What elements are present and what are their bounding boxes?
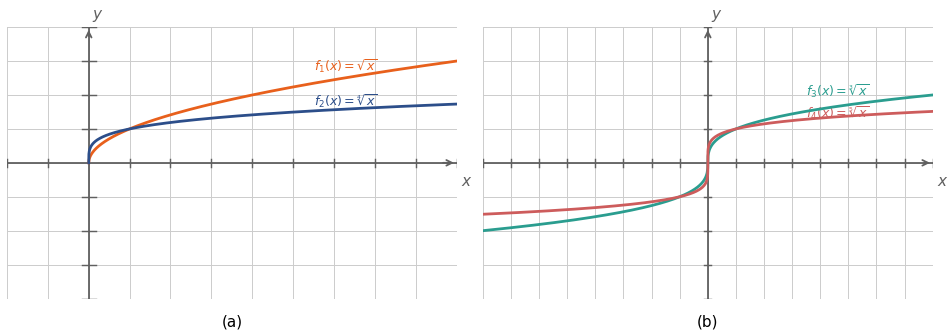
Text: y: y	[711, 7, 721, 22]
Text: x: x	[937, 174, 946, 189]
Text: $f_4(x) = \sqrt[5]{x}$: $f_4(x) = \sqrt[5]{x}$	[806, 104, 869, 122]
Text: $f_2(x) = \sqrt[4]{x}$: $f_2(x) = \sqrt[4]{x}$	[313, 92, 377, 110]
Text: $f_3(x) = \sqrt[3]{x}$: $f_3(x) = \sqrt[3]{x}$	[806, 82, 869, 100]
Text: x: x	[461, 174, 470, 189]
Text: y: y	[92, 7, 101, 22]
Text: $f_1(x) = \sqrt{x}$: $f_1(x) = \sqrt{x}$	[313, 57, 377, 75]
Text: (b): (b)	[697, 315, 719, 330]
Text: (a): (a)	[221, 315, 243, 330]
